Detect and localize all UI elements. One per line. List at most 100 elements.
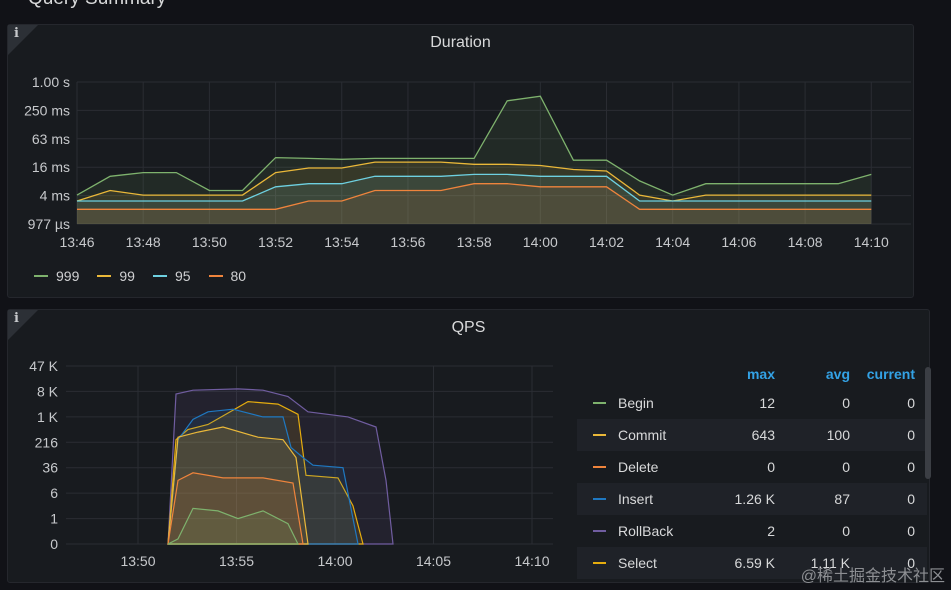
legend-row-delete[interactable]: Delete 0 0 0 bbox=[577, 451, 927, 483]
duration-x-axis: 13:46 13:48 13:50 13:52 13:54 13:56 13:58 14:00… bbox=[59, 234, 889, 250]
cell-current: 0 bbox=[907, 459, 915, 475]
x-tick-label: 14:10 bbox=[854, 234, 889, 250]
y-tick-label: 1 K bbox=[37, 409, 59, 425]
y-tick-label: 1 bbox=[50, 511, 58, 527]
panel-info-corner[interactable] bbox=[8, 25, 38, 55]
series-name: Commit bbox=[618, 427, 667, 443]
legend-row-select[interactable]: Select 6.59 K 1.11 K 0 bbox=[577, 547, 927, 579]
cell-avg: 0 bbox=[842, 523, 850, 539]
series-name: Begin bbox=[618, 395, 654, 411]
x-tick-label: 13:58 bbox=[457, 234, 492, 250]
y-tick-label: 63 ms bbox=[32, 131, 70, 147]
cell-avg: 0 bbox=[842, 459, 850, 475]
y-tick-label: 8 K bbox=[37, 383, 59, 399]
y-tick-label: 0 bbox=[50, 536, 58, 552]
x-tick-label: 13:55 bbox=[219, 553, 254, 569]
cell-max: 0 bbox=[767, 459, 775, 475]
y-tick-label: 47 K bbox=[29, 358, 58, 374]
series-area-999 bbox=[77, 96, 872, 224]
y-tick-label: 216 bbox=[35, 434, 59, 450]
duration-y-axis: 1.00 s 250 ms 63 ms 16 ms 4 ms 977 µs bbox=[24, 74, 70, 232]
legend-table-header: max avg current bbox=[577, 361, 927, 387]
qps-x-axis: 13:50 13:55 14:00 14:05 14:10 bbox=[120, 553, 549, 569]
series-area-99 bbox=[77, 162, 872, 224]
qps-legend-table: max avg current Begin 12 0 0 Commit 643 … bbox=[577, 361, 927, 579]
cell-max: 2 bbox=[767, 523, 775, 539]
x-tick-label: 14:05 bbox=[416, 553, 451, 569]
qps-series bbox=[167, 388, 394, 545]
x-tick-label: 13:56 bbox=[390, 234, 425, 250]
cell-avg: 100 bbox=[826, 427, 850, 443]
y-tick-label: 4 ms bbox=[40, 188, 70, 204]
cell-avg: 87 bbox=[834, 491, 850, 507]
cell-max: 643 bbox=[751, 427, 775, 443]
row-title[interactable]: Query Summary bbox=[28, 0, 166, 10]
header-current[interactable]: current bbox=[866, 366, 915, 382]
y-tick-label: 1.00 s bbox=[32, 74, 70, 90]
x-tick-label: 13:50 bbox=[120, 553, 155, 569]
qps-series-delete bbox=[167, 472, 304, 545]
legend-item-999[interactable]: 999 bbox=[34, 268, 79, 284]
x-tick-label: 14:06 bbox=[721, 234, 756, 250]
duration-series bbox=[76, 95, 872, 224]
series-area-80 bbox=[77, 183, 872, 224]
info-icon[interactable]: i bbox=[14, 26, 19, 41]
series-name: Select bbox=[618, 555, 657, 571]
x-tick-label: 14:10 bbox=[514, 553, 549, 569]
cell-max: 6.59 K bbox=[734, 555, 775, 571]
x-tick-label: 13:54 bbox=[324, 234, 359, 250]
cell-max: 12 bbox=[759, 395, 775, 411]
y-tick-label: 250 ms bbox=[24, 102, 70, 118]
qps-panel: i QPS 47 K 8 K 1 K 216 36 6 1 0 13:50 13:55 14:00… bbox=[7, 309, 931, 583]
series-name: RollBack bbox=[618, 523, 674, 539]
cell-max: 1.26 K bbox=[734, 491, 775, 507]
x-tick-label: 13:48 bbox=[126, 234, 161, 250]
cell-current: 0 bbox=[907, 555, 915, 571]
x-tick-label: 13:50 bbox=[192, 234, 227, 250]
series-name: Delete bbox=[618, 459, 659, 475]
info-icon[interactable]: i bbox=[14, 311, 19, 326]
x-tick-label: 14:08 bbox=[788, 234, 823, 250]
y-tick-label: 36 bbox=[42, 460, 58, 476]
cell-avg: 0 bbox=[842, 395, 850, 411]
x-tick-label: 13:46 bbox=[59, 234, 94, 250]
legend-row-begin[interactable]: Begin 12 0 0 bbox=[577, 387, 927, 419]
x-tick-label: 14:04 bbox=[655, 234, 690, 250]
legend-row-commit[interactable]: Commit 643 100 0 bbox=[577, 419, 927, 451]
legend-row-rollback[interactable]: RollBack 2 0 0 bbox=[577, 515, 927, 547]
y-tick-label: 977 µs bbox=[28, 216, 70, 232]
legend-item-80[interactable]: 80 bbox=[208, 268, 246, 284]
qps-series-begin bbox=[167, 507, 299, 545]
series-name: Insert bbox=[618, 491, 654, 507]
qps-title[interactable]: QPS bbox=[451, 319, 486, 336]
series-line-999 bbox=[76, 95, 872, 196]
series-line-95 bbox=[77, 173, 872, 202]
x-tick-label: 14:00 bbox=[523, 234, 558, 250]
legend-item-95[interactable]: 95 bbox=[152, 268, 191, 284]
legend-row-insert[interactable]: Insert 1.26 K 87 0 bbox=[577, 483, 927, 515]
legend-scrollbar[interactable] bbox=[925, 367, 931, 479]
series-area-95 bbox=[77, 174, 872, 224]
panel-info-corner[interactable] bbox=[8, 310, 38, 340]
watermark: @稀土掘金技术社区 bbox=[800, 568, 945, 585]
series-line-80 bbox=[77, 183, 872, 210]
duration-panel: i Duration 1.00 s 250 ms 63 ms 16 ms 4 ms 977… bbox=[7, 24, 914, 298]
y-tick-label: 6 bbox=[50, 485, 58, 501]
legend-item-99[interactable]: 99 bbox=[97, 268, 135, 284]
x-tick-label: 14:00 bbox=[317, 553, 352, 569]
duration-title[interactable]: Duration bbox=[430, 34, 491, 51]
qps-series-select bbox=[167, 400, 364, 545]
header-avg[interactable]: avg bbox=[825, 366, 850, 382]
cell-avg: 1.11 K bbox=[810, 555, 850, 571]
series-line-99 bbox=[76, 161, 872, 202]
y-tick-label: 16 ms bbox=[32, 159, 70, 175]
cell-current: 0 bbox=[907, 395, 915, 411]
x-tick-label: 14:02 bbox=[589, 234, 624, 250]
header-max[interactable]: max bbox=[746, 366, 775, 382]
x-tick-label: 13:52 bbox=[258, 234, 293, 250]
duration-legend: 999 99 95 80 bbox=[34, 268, 246, 284]
cell-current: 0 bbox=[907, 491, 915, 507]
qps-y-axis: 47 K 8 K 1 K 216 36 6 1 0 bbox=[29, 358, 58, 552]
cell-current: 0 bbox=[907, 523, 915, 539]
